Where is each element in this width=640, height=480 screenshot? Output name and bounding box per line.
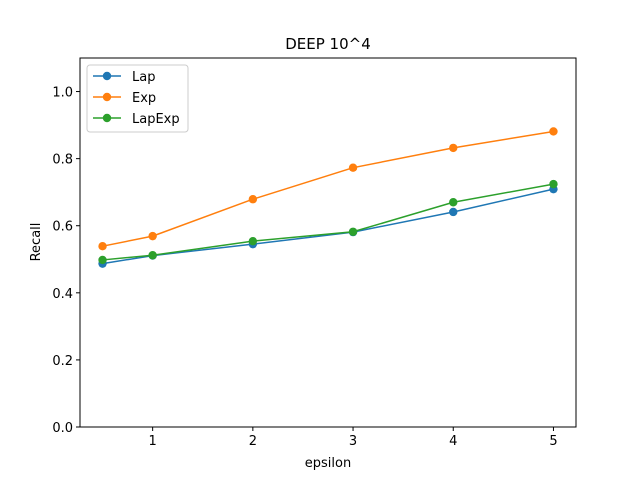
legend-label-lapexp: LapExp: [132, 112, 180, 127]
data-point-exp: [449, 143, 458, 153]
legend-label-exp: Exp: [132, 91, 156, 106]
y-tick-label: 0.8: [52, 153, 73, 168]
legend-label-lap: Lap: [132, 70, 155, 85]
chart-title: DEEP 10^4: [285, 35, 371, 53]
y-tick-label: 0.0: [52, 421, 73, 436]
series-line-lapexp: [102, 183, 554, 261]
data-point-lapexp: [549, 179, 558, 189]
data-point-lapexp: [348, 227, 358, 236]
legend-marker-lap: [102, 71, 112, 81]
data-point-exp: [549, 127, 558, 136]
series-line-exp: [102, 130, 554, 247]
legend-frame: [86, 64, 189, 133]
y-tick-label: 0.6: [52, 220, 73, 235]
data-point-lapexp: [148, 251, 157, 260]
legend-marker-exp: [102, 92, 112, 102]
y-tick-label: 0.2: [52, 354, 73, 369]
x-tick-label: 2: [249, 434, 257, 449]
data-point-exp: [98, 241, 107, 251]
data-point-exp: [348, 163, 358, 172]
y-tick-label: 0.4: [52, 287, 73, 302]
x-tick-label: 3: [349, 434, 357, 449]
x-tick-label: 1: [149, 434, 157, 449]
legend-marker-lapexp: [102, 113, 112, 123]
data-point-lapexp: [98, 255, 107, 265]
data-point-lap: [449, 207, 458, 217]
data-point-lapexp: [449, 198, 458, 207]
axes-frame: [79, 57, 577, 428]
data-point-exp: [148, 231, 157, 241]
series-line-lap: [102, 188, 554, 265]
data-point-exp: [248, 195, 258, 204]
y-axis-label: Recall: [29, 223, 44, 262]
x-tick-label: 5: [549, 434, 557, 449]
x-axis-label: epsilon: [305, 456, 351, 471]
y-tick-label: 1.0: [52, 86, 73, 101]
x-tick-label: 4: [449, 434, 457, 449]
plot-area: 1 2 3 4 5 0.0 0.2 0.4 0.6 0.8 1.0: [52, 86, 558, 449]
data-point-lapexp: [248, 236, 258, 246]
